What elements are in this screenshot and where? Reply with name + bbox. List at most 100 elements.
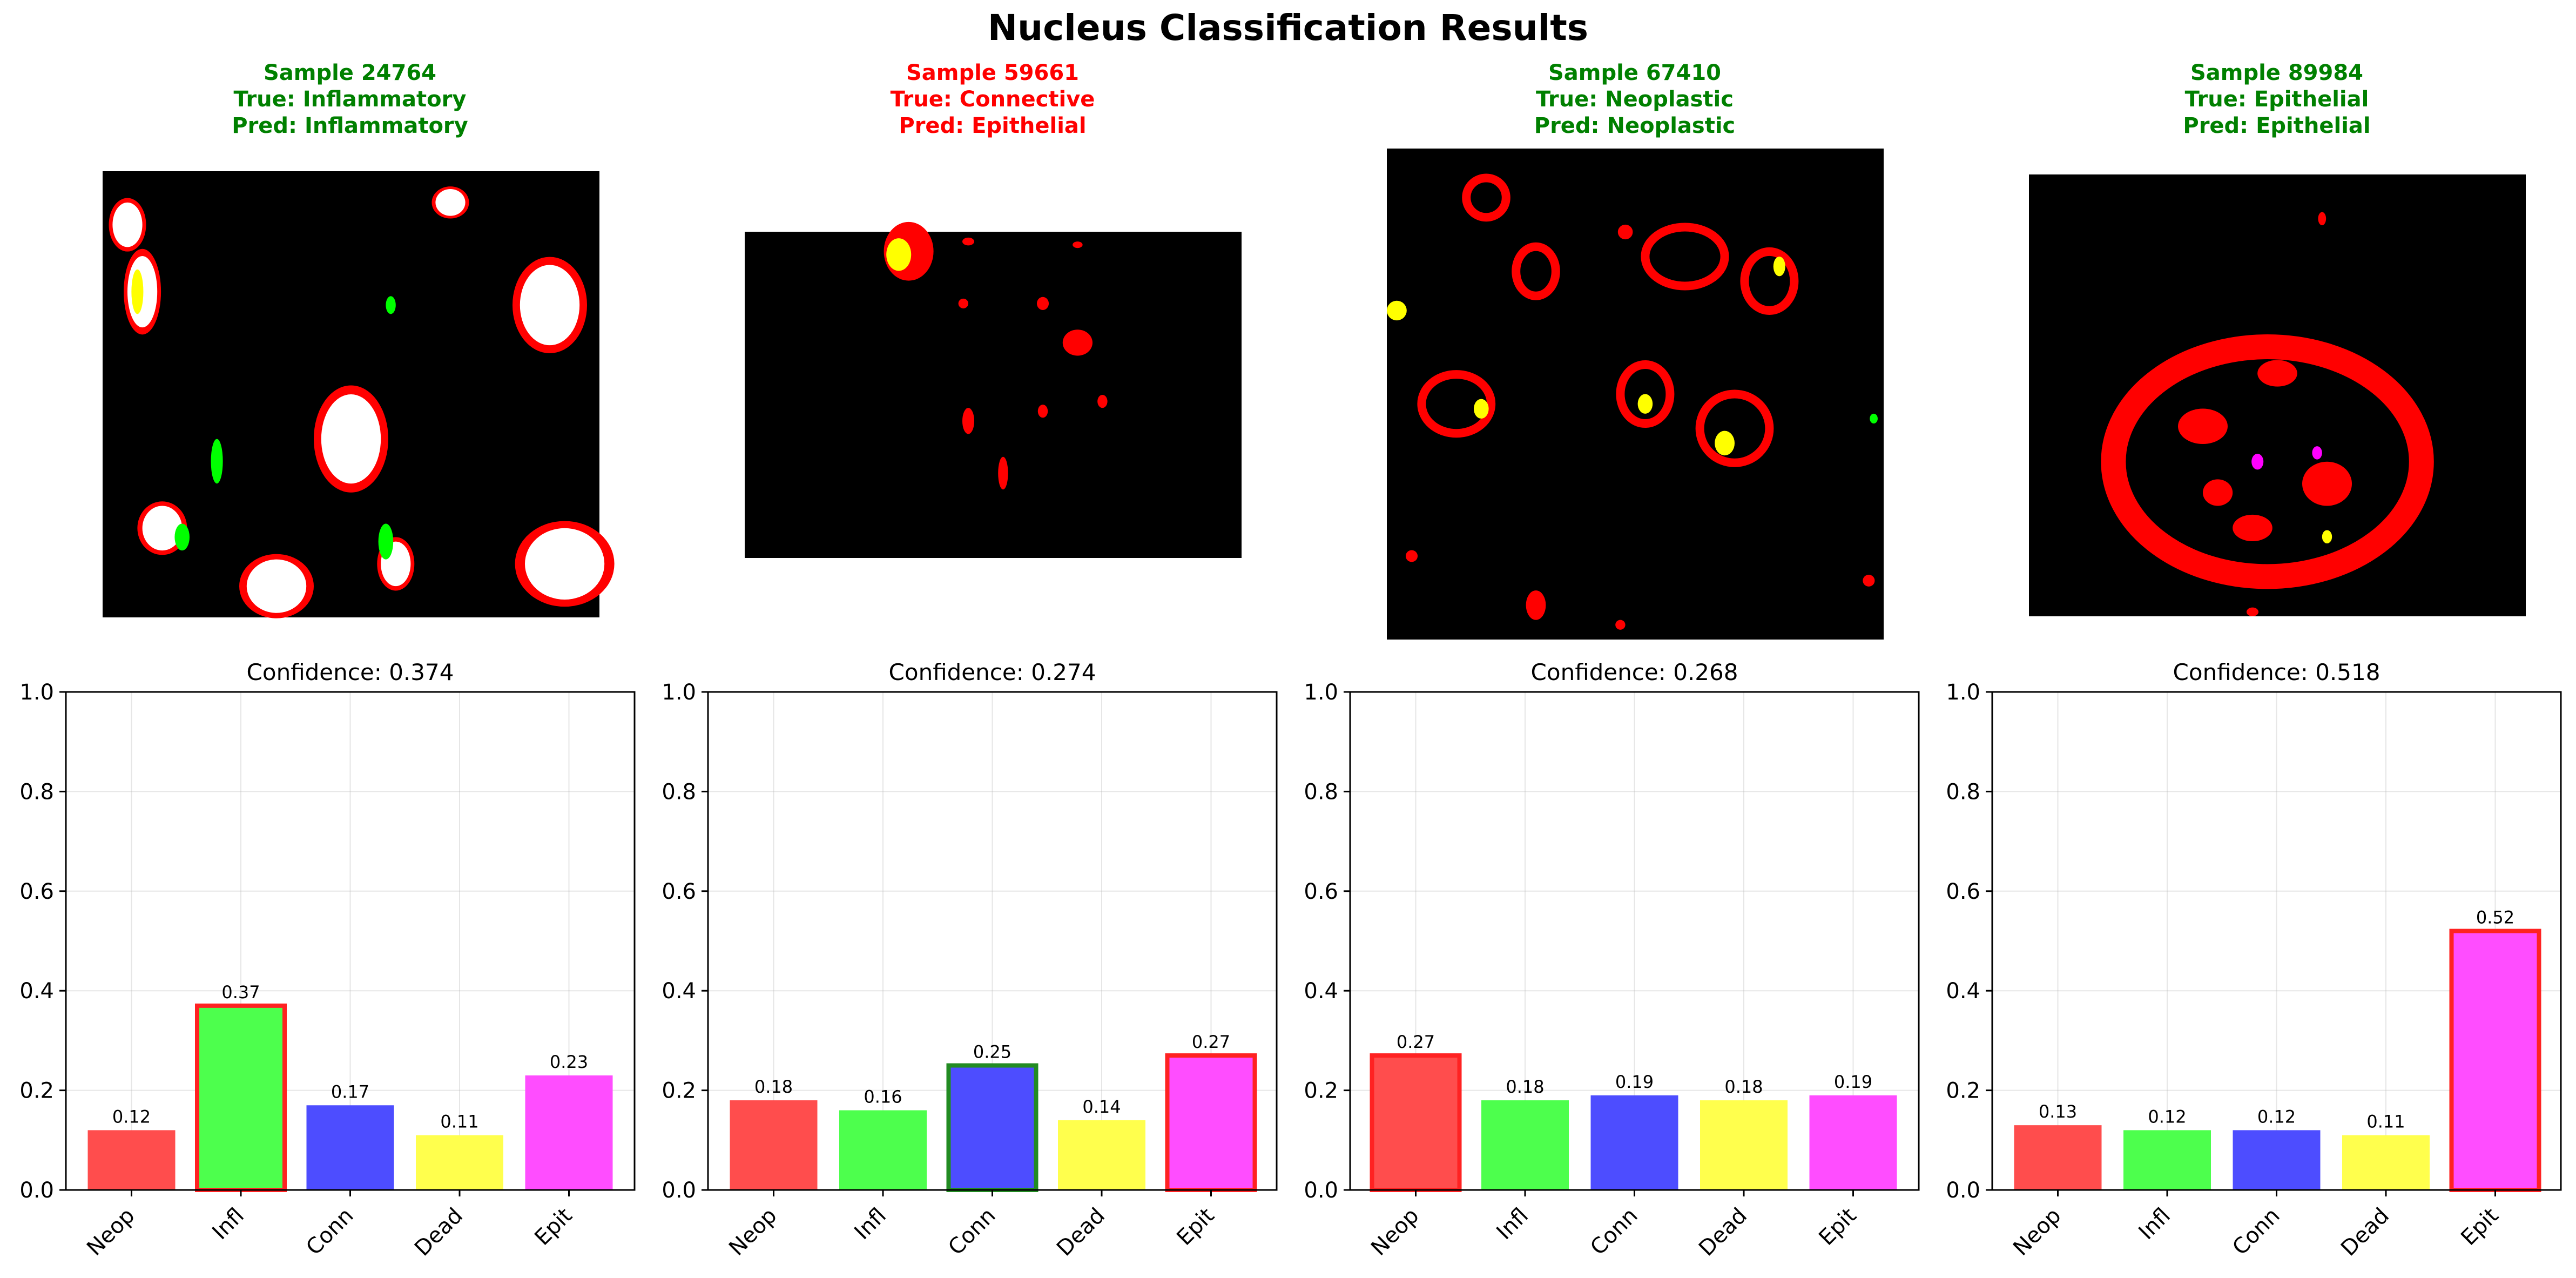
bar-dead (416, 1135, 503, 1190)
y-tick-label: 0.8 (1304, 779, 1338, 804)
y-tick-label: 0.6 (1946, 879, 1980, 904)
y-tick-label: 0.4 (1304, 979, 1338, 1004)
sample-pred-label: Pred: Epithelial (2183, 113, 2370, 138)
x-tick-label: Infl (207, 1203, 249, 1245)
mask-blob (1405, 550, 1418, 562)
mask-blob (2203, 479, 2233, 506)
bar-value-label: 0.27 (1397, 1032, 1435, 1052)
mask-blob (1037, 405, 1048, 418)
bar-epit (1165, 1053, 1257, 1193)
x-tick-label: Conn (301, 1203, 358, 1260)
chart-frame (1349, 691, 1920, 1191)
bar-neop (2014, 1125, 2102, 1190)
x-tick-label: Dead (410, 1203, 468, 1261)
figure-title: Nucleus Classification Results (988, 7, 1588, 49)
y-tick-label: 0.6 (662, 879, 696, 904)
bar-conn (1590, 1095, 1678, 1190)
x-tick-label: Neop (82, 1203, 139, 1261)
confidence-chart-3: Confidence: 0.268 0.0 0.2 0.4 0.6 0.8 1.0 0.27 N… (1304, 659, 1920, 1261)
mask-blob (520, 265, 580, 346)
mask-blob (962, 237, 975, 246)
bar-value-label: 0.18 (754, 1077, 793, 1097)
y-tick-label: 0.0 (19, 1178, 54, 1203)
mask-blob (1637, 394, 1653, 414)
mask-ring (1417, 370, 1496, 438)
bar-value-label: 0.11 (2366, 1112, 2405, 1132)
bar-epit (1809, 1095, 1897, 1190)
bar-value-label: 0.12 (2148, 1106, 2186, 1127)
mask-blob (962, 408, 975, 434)
nucleus-image-1 (103, 171, 615, 618)
chart-frame (707, 691, 1278, 1191)
x-tick-label: Neop (1366, 1203, 1424, 1261)
bar-dead (1058, 1120, 1145, 1190)
bar-value-label: 0.13 (2039, 1101, 2077, 1122)
mask-blob (246, 559, 307, 613)
bar-conn (306, 1105, 394, 1190)
mask-blob (2178, 408, 2228, 444)
bar-value-label: 0.19 (1834, 1072, 1872, 1092)
sample-id: Sample 59661 (906, 60, 1079, 85)
bar-infl (1481, 1100, 1569, 1190)
mask-ring (1462, 173, 1510, 222)
y-tick-label: 1.0 (662, 680, 696, 705)
mask-ring (1641, 223, 1729, 291)
bar-value-label: 0.27 (1192, 1032, 1230, 1052)
mask-blob (321, 394, 381, 484)
chart-title: Confidence: 0.518 (2173, 659, 2381, 685)
mask-blob (142, 506, 183, 551)
mask-blob (1863, 575, 1875, 587)
mask-blob (2318, 212, 2327, 226)
bar-infl (2123, 1130, 2211, 1190)
bar-value-label: 0.14 (1082, 1097, 1121, 1117)
mask-blob (2257, 360, 2297, 387)
confidence-chart-4: Confidence: 0.518 0.0 0.2 0.4 0.6 0.8 1.0 0.13 N… (1946, 659, 2562, 1261)
bar-neop (87, 1130, 176, 1190)
y-tick-label: 1.0 (1304, 680, 1338, 705)
bar-conn (2233, 1130, 2321, 1190)
sample-true-label: True: Neoplastic (1536, 87, 1734, 112)
mask-ring (2101, 334, 2434, 589)
mask-blob (1615, 620, 1626, 630)
mask-blob (1097, 395, 1108, 408)
sample-true-label: True: Inflammatory (234, 87, 467, 112)
chart-frame (1991, 691, 2562, 1191)
sample-id: Sample 24764 (264, 60, 436, 85)
bar-value-label: 0.18 (1506, 1077, 1544, 1097)
bar-conn (946, 1063, 1039, 1192)
bar-value-label: 0.12 (112, 1106, 151, 1127)
bar-value-label: 0.17 (331, 1081, 369, 1102)
mask-blob (1526, 590, 1546, 620)
nucleus-image-bg (2029, 174, 2526, 616)
nucleus-image-bg (745, 232, 1242, 558)
mask-blob (525, 528, 605, 600)
nucleus-image-4 (2029, 174, 2526, 616)
mask-ring (1616, 360, 1675, 428)
bar-neop (1370, 1053, 1462, 1193)
x-tick-label: Infl (2134, 1203, 2175, 1245)
bar-value-label: 0.37 (221, 982, 260, 1003)
mask-blob (386, 296, 396, 314)
y-tick-label: 1.0 (19, 680, 54, 705)
y-tick-label: 0.8 (1946, 779, 1980, 804)
mask-blob (958, 298, 969, 308)
x-tick-label: Epit (1172, 1203, 1219, 1250)
bar-dead (2342, 1135, 2430, 1190)
chart-frame (65, 691, 636, 1191)
mask-blob (2302, 461, 2352, 506)
bar-value-label: 0.12 (2257, 1106, 2296, 1127)
mask-blob (1715, 431, 1735, 456)
y-tick-label: 0.2 (19, 1079, 54, 1104)
x-tick-label: Conn (1586, 1203, 1642, 1260)
y-tick-label: 0.6 (19, 879, 54, 904)
y-tick-label: 0.8 (662, 779, 696, 804)
y-tick-label: 0.0 (1304, 1178, 1338, 1203)
mask-blob (174, 523, 190, 551)
x-tick-label: Epit (1814, 1203, 1861, 1250)
mask-blob (2233, 514, 2272, 541)
bar-dead (1700, 1100, 1788, 1190)
mask-blob (1036, 297, 1049, 310)
